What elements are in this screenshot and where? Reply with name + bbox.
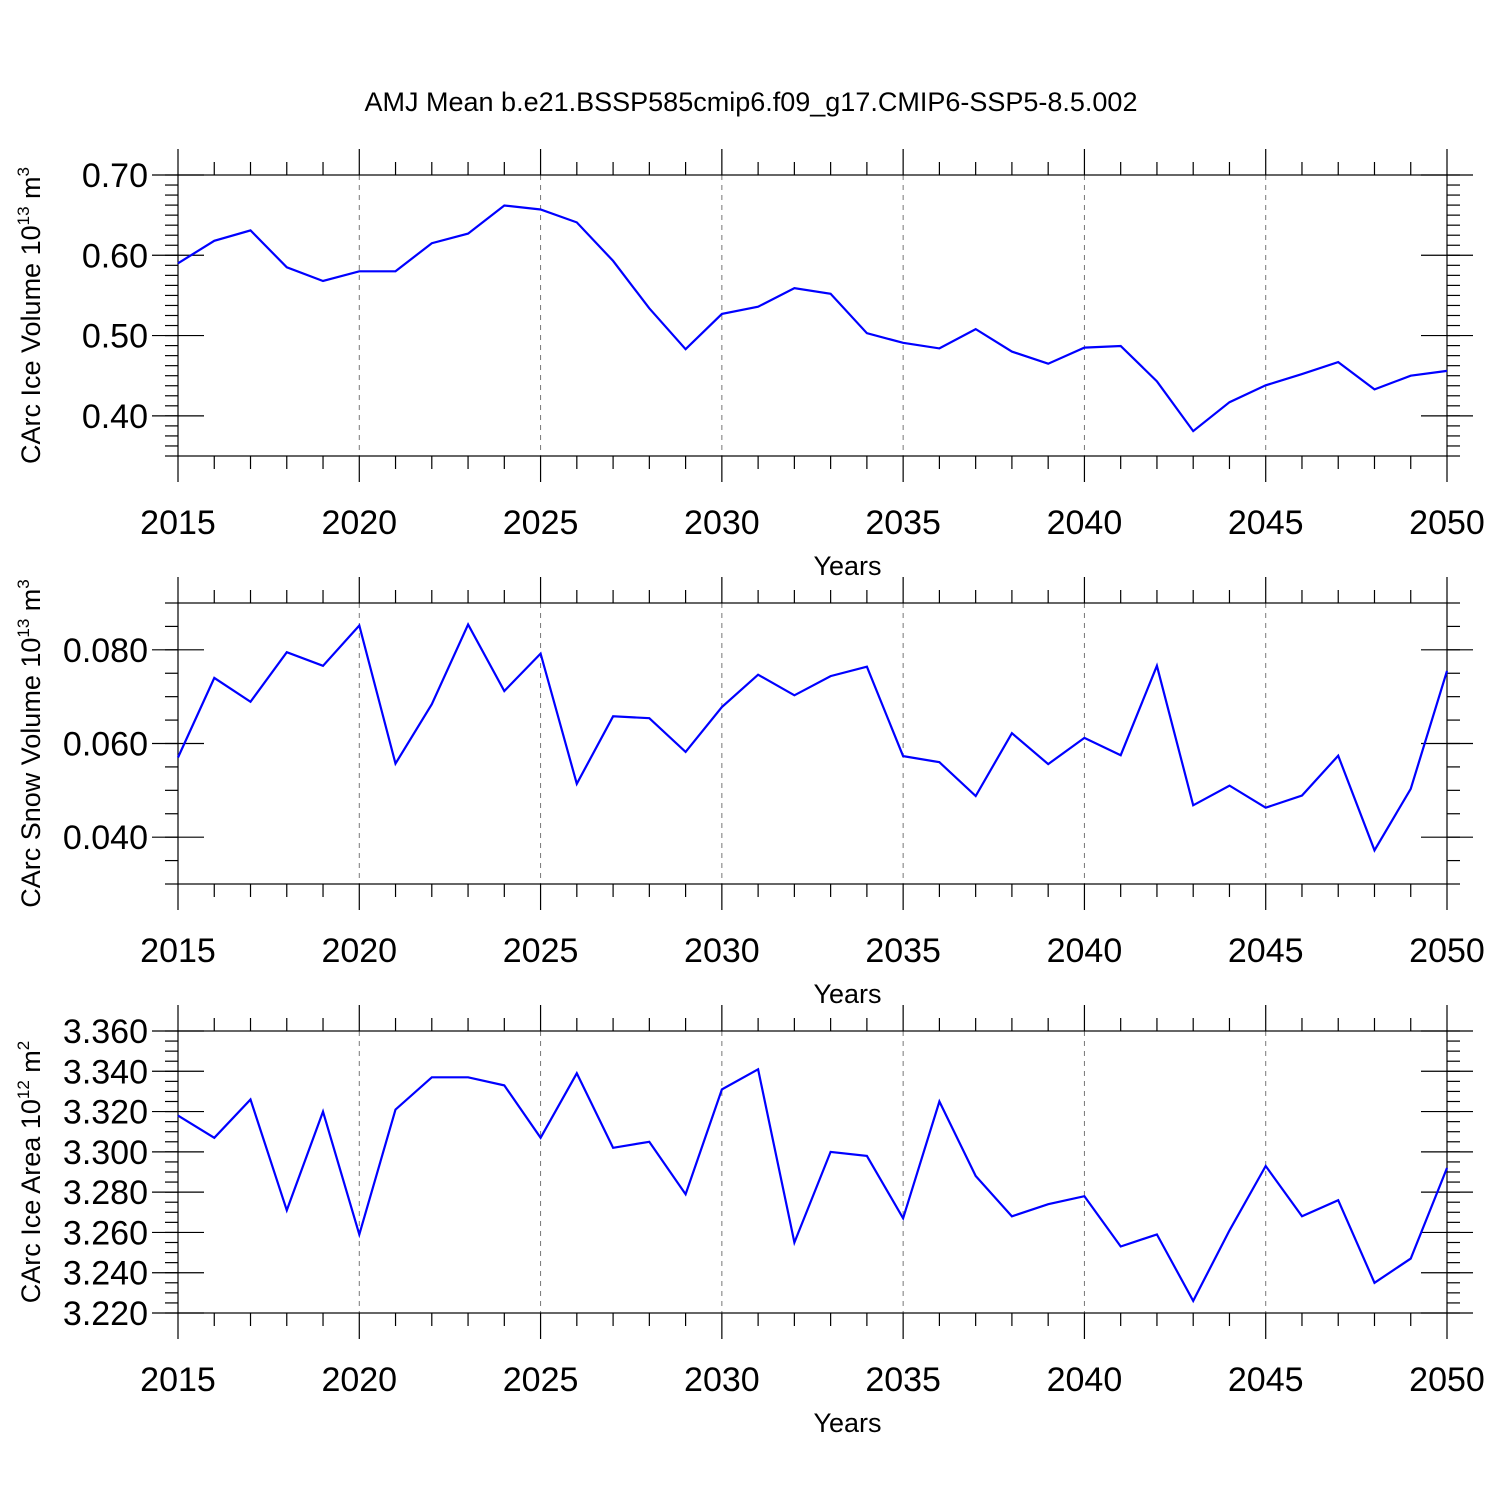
y-tick-label: 3.320 [63,1094,148,1132]
series-line [177,204,1448,433]
x-tick-label: 2045 [1228,1361,1304,1399]
x-tick-label: 2050 [1409,504,1485,542]
x-tick-label: 2020 [321,504,397,542]
x-tick-label: 2020 [321,932,397,970]
x-axis-label: Years [813,979,881,1009]
x-tick-label: 2040 [1047,1361,1123,1399]
x-tick-label: 2025 [503,932,579,970]
y-tick-label: 3.300 [63,1134,148,1172]
y-tick-label: 0.70 [82,157,148,195]
x-tick-label: 2045 [1228,504,1304,542]
x-tick-label: 2040 [1047,932,1123,970]
y-axis-label: CArc Snow Volume 1013 m3 [14,579,46,908]
y-axis-label: CArc Ice Volume 1013 m3 [14,167,46,464]
x-axis-label: Years [813,551,881,581]
x-tick-label: 2030 [684,1361,760,1399]
panel-1: 0.40 0.50 0.60 0.70 2015 2020 2025 2030 2035 2040… [14,149,1485,581]
y-tick-label: 0.50 [82,318,148,356]
series-line [176,622,1449,853]
y-tick-label: 0.040 [63,819,148,857]
x-tick-label: 2040 [1047,504,1123,542]
y-tick-label: 0.080 [63,632,148,670]
x-tick-label: 2015 [140,504,216,542]
x-tick-label: 2025 [503,1361,579,1399]
x-tick-label: 2020 [321,1361,397,1399]
figure-title: AMJ Mean b.e21.BSSP585cmip6.f09_g17.CMIP… [365,87,1138,117]
panel-2: 0.040 0.060 0.080 2015 2020 2025 2030 2035 2040 2… [14,577,1485,1009]
x-tick-label: 2025 [503,504,579,542]
plot-frame [177,1030,1448,1314]
x-tick-label: 2015 [140,932,216,970]
y-tick-label: 0.060 [63,726,148,764]
y-tick-label: 3.280 [63,1174,148,1212]
y-tick-label: 0.60 [82,237,148,275]
x-tick-label: 2050 [1409,932,1485,970]
y-tick-label: 0.40 [82,398,148,436]
y-tick-label: 3.340 [63,1053,148,1091]
y-tick-label: 3.260 [63,1214,148,1252]
x-tick-label: 2035 [865,1361,941,1399]
y-tick-label: 3.220 [63,1295,148,1333]
y-axis-label: CArc Ice Area 1012 m2 [14,1041,46,1304]
series-line [177,1067,1449,1304]
y-tick-label: 3.240 [63,1255,148,1293]
panel-3: 3.2203.2403.2603.2803.3003.3203.3403.360… [14,1005,1485,1438]
x-tick-label: 2050 [1409,1361,1485,1399]
plot-frame [177,174,1448,457]
y-tick-label: 3.360 [63,1013,148,1051]
x-tick-label: 2045 [1228,932,1304,970]
plot-frame [177,602,1448,885]
x-axis-label: Years [813,1408,881,1438]
panels: 0.40 0.50 0.60 0.70 2015 2020 2025 2030 2035 2040… [14,149,1485,1438]
x-tick-label: 2035 [865,932,941,970]
x-tick-label: 2015 [140,1361,216,1399]
x-tick-label: 2030 [684,932,760,970]
x-tick-label: 2030 [684,504,760,542]
x-tick-label: 2035 [865,504,941,542]
